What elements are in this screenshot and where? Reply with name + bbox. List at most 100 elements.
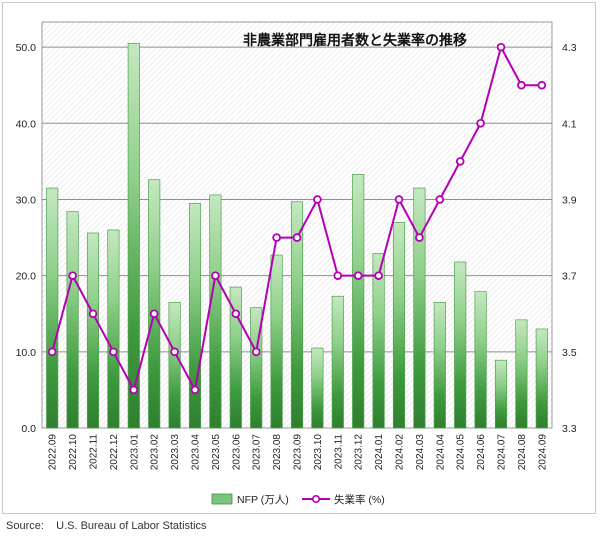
bar-nfp xyxy=(331,295,344,429)
x-tick-label: 2022.10 xyxy=(68,434,79,471)
legend: NFP (万人) 失業率 (%) xyxy=(211,493,385,506)
x-tick-label: 2023.04 xyxy=(191,434,202,471)
bar-nfp xyxy=(229,286,242,429)
unemployment-point xyxy=(415,233,424,242)
unemployment-point xyxy=(251,347,261,357)
bar-nfp xyxy=(290,201,304,429)
y-right-tick-label: 4.1 xyxy=(562,118,577,130)
x-tick-label: 2023.11 xyxy=(333,434,344,470)
bar-nfp xyxy=(474,291,487,429)
unemployment-point xyxy=(109,347,118,357)
unemployment-point xyxy=(394,195,404,204)
x-tick-label: 2023.06 xyxy=(231,434,242,471)
legend-swatch-nfp xyxy=(211,493,233,505)
x-tick-label: 2023.03 xyxy=(170,434,181,471)
y-left-tick-label: 30.0 xyxy=(16,194,37,206)
x-tick-label: 2024.09 xyxy=(537,434,548,471)
bar-nfp xyxy=(515,319,528,429)
unemployment-point xyxy=(435,195,445,204)
bar-nfp xyxy=(127,42,140,429)
axes: 0.0 10.0 20.0 30.0 40.0 50.0 3.3 3.5 3.7 3.9 4.1 4.… xyxy=(16,42,577,470)
unemployment-point xyxy=(170,347,179,357)
y-left-tick-label: 40.0 xyxy=(16,118,37,130)
y-left-tick-label: 0.0 xyxy=(21,423,36,435)
bars xyxy=(46,42,548,429)
x-tick-label: 2023.02 xyxy=(150,434,161,471)
bar-nfp xyxy=(86,232,100,429)
bar-nfp xyxy=(454,261,467,429)
x-tick-label: 2024.05 xyxy=(456,434,467,471)
x-tick-label: 2023.01 xyxy=(129,434,140,471)
y-right-tick-label: 3.7 xyxy=(562,271,577,283)
y-right-tick-label: 3.3 xyxy=(562,423,577,435)
x-tick-label: 2024.08 xyxy=(517,434,528,471)
legend-swatch-unemployment-marker xyxy=(311,494,320,503)
x-tick-label: 2023.10 xyxy=(313,434,324,471)
y-left-tick-label: 10.0 xyxy=(16,347,37,359)
x-tick-label: 2023.12 xyxy=(354,434,365,471)
y-right-tick-label: 4.3 xyxy=(562,42,577,54)
bar-nfp xyxy=(392,221,406,429)
unemployment-point xyxy=(88,309,98,319)
unemployment-point xyxy=(211,271,220,280)
unemployment-point xyxy=(496,42,506,52)
x-tick-label: 2024.02 xyxy=(395,434,406,471)
bar-nfp xyxy=(168,301,181,429)
bar-nfp xyxy=(209,194,222,429)
x-tick-label: 2024.07 xyxy=(497,434,508,471)
bar-nfp xyxy=(413,187,426,429)
source-note: Source: U.S. Bureau of Labor Statistics xyxy=(6,520,207,532)
unemployment-point xyxy=(68,271,77,280)
bar-nfp xyxy=(107,229,120,429)
unemployment-line xyxy=(47,42,547,395)
x-tick-label: 2023.08 xyxy=(272,434,283,471)
y-left-tick-label: 20.0 xyxy=(16,271,37,283)
unemployment-point xyxy=(537,80,547,90)
unemployment-point xyxy=(313,195,322,204)
legend-label-nfp: NFP (万人) xyxy=(237,494,289,506)
x-tick-label: 2022.09 xyxy=(48,434,59,471)
x-tick-label: 2024.04 xyxy=(435,434,446,471)
x-tick-label: 2024.03 xyxy=(415,434,426,471)
unemployment-point xyxy=(47,347,57,357)
unemployment-point xyxy=(476,119,485,128)
unemployment-point xyxy=(353,271,363,280)
bar-nfp xyxy=(311,347,324,429)
x-tick-label: 2022.12 xyxy=(109,434,120,471)
unemployment-point xyxy=(190,385,200,395)
bar-nfp xyxy=(188,202,202,429)
bar-nfp xyxy=(46,187,59,429)
bar-nfp xyxy=(270,254,283,429)
unemployment-point xyxy=(272,233,281,242)
unemployment-point xyxy=(517,80,526,90)
unemployment-point xyxy=(455,157,465,166)
bar-nfp xyxy=(535,328,548,429)
bar-nfp xyxy=(352,173,365,429)
y-right-tick-label: 3.9 xyxy=(562,194,577,206)
y-left-tick-label: 50.0 xyxy=(16,42,37,54)
x-tick-label: 2022.11 xyxy=(89,434,100,470)
chart-frame xyxy=(2,2,596,514)
bar-nfp xyxy=(433,301,446,429)
x-tick-label: 2023.05 xyxy=(211,434,222,471)
x-tick-label: 2023.09 xyxy=(293,434,304,471)
bar-nfp xyxy=(66,211,79,429)
y-right-tick-label: 3.5 xyxy=(562,347,577,359)
legend-label-unemployment: 失業率 (%) xyxy=(334,493,385,506)
unemployment-point xyxy=(231,309,241,319)
unemployment-point xyxy=(374,271,383,280)
x-tick-label: 2023.07 xyxy=(252,434,263,471)
x-tick-label: 2024.01 xyxy=(374,434,385,471)
chart-title: 非農業部門雇用者数と失業率の推移 xyxy=(243,32,467,48)
bar-nfp xyxy=(250,307,263,429)
bar-nfp xyxy=(148,179,161,429)
bar-nfp xyxy=(494,359,508,429)
x-tick-label: 2024.06 xyxy=(476,434,487,471)
unemployment-point xyxy=(129,385,139,395)
bar-nfp xyxy=(372,253,385,429)
unemployment-point xyxy=(333,271,343,280)
unemployment-point xyxy=(149,309,159,319)
unemployment-point xyxy=(292,233,302,242)
